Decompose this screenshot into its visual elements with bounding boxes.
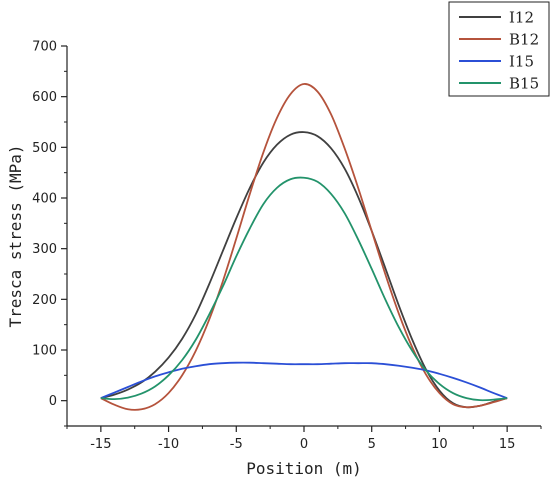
legend-label-b12: B12	[509, 31, 539, 49]
y-axis-title: Tresca stress (MPa)	[6, 144, 25, 327]
y-tick-label: 400	[32, 192, 57, 207]
legend-label-b15: B15	[509, 75, 539, 93]
legend-label-i15: I15	[509, 53, 534, 71]
x-tick-label: -5	[230, 437, 243, 452]
series-line-i15	[100, 361, 508, 399]
x-tick-label: 15	[499, 437, 516, 452]
y-tick-label: 500	[32, 141, 57, 156]
legend: I12 B12 I15 B15	[448, 1, 550, 97]
axes	[66, 46, 541, 427]
series-lines	[100, 83, 508, 411]
series-line-b15	[100, 176, 508, 402]
y-tick-label: 0	[49, 394, 57, 409]
y-axis-ticks: 0 100 200 300 400 500 600 700	[32, 40, 67, 427]
y-tick-label: 600	[32, 90, 57, 105]
x-tick-label: -15	[90, 437, 111, 452]
x-tick-label: 10	[431, 437, 448, 452]
x-axis-title: Position (m)	[246, 459, 362, 478]
x-tick-label: 5	[368, 437, 376, 452]
y-tick-label: 100	[32, 344, 57, 359]
series-line-i12	[100, 131, 508, 409]
series-line-b12	[100, 83, 508, 411]
x-tick-label: -10	[158, 437, 179, 452]
x-tick-label: 0	[300, 437, 308, 452]
y-tick-label: 300	[32, 242, 57, 257]
y-tick-label: 700	[32, 40, 57, 55]
x-axis-ticks: -15 -10 -5 0 5 10 15	[66, 426, 542, 452]
y-tick-label: 200	[32, 293, 57, 308]
legend-label-i12: I12	[509, 9, 534, 27]
